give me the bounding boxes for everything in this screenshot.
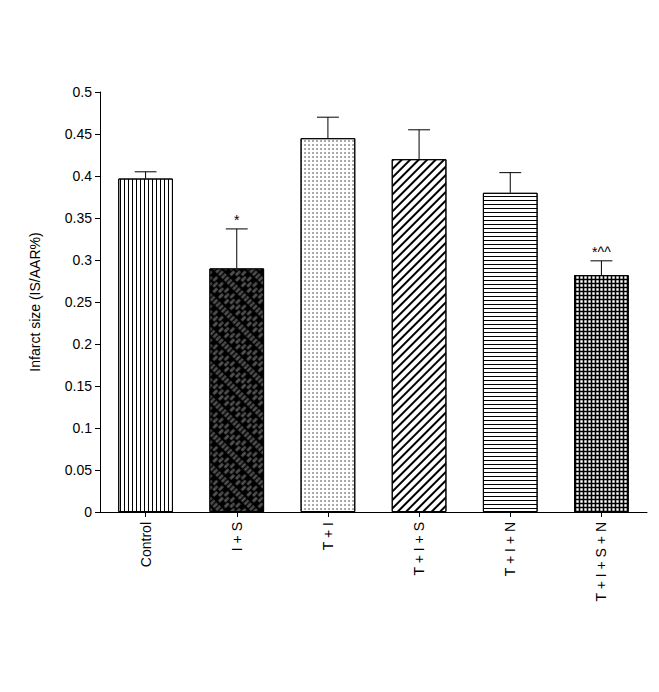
svg-text:*^^: *^^ xyxy=(592,244,611,260)
svg-text:0.3: 0.3 xyxy=(73,252,93,268)
svg-text:Control: Control xyxy=(138,522,154,567)
svg-text:T + I + S: T + I + S xyxy=(411,522,427,575)
svg-text:0.4: 0.4 xyxy=(73,168,93,184)
svg-text:T + I + N: T + I + N xyxy=(502,522,518,576)
svg-text:0.2: 0.2 xyxy=(73,336,93,352)
svg-text:I + S: I + S xyxy=(229,522,245,551)
svg-text:0.1: 0.1 xyxy=(73,420,93,436)
svg-text:0.15: 0.15 xyxy=(65,378,92,394)
svg-text:0.35: 0.35 xyxy=(65,210,92,226)
svg-text:0.25: 0.25 xyxy=(65,294,92,310)
svg-text:T + I: T + I xyxy=(320,522,336,550)
svg-text:0: 0 xyxy=(84,504,92,520)
svg-text:T + I + S + N: T + I + S + N xyxy=(593,522,609,602)
svg-text:*: * xyxy=(234,212,240,228)
svg-text:0.05: 0.05 xyxy=(65,462,92,478)
svg-text:0.5: 0.5 xyxy=(73,84,93,100)
svg-text:Infarct size (IS/AAR%): Infarct size (IS/AAR%) xyxy=(27,232,43,371)
svg-text:0.45: 0.45 xyxy=(65,126,92,142)
